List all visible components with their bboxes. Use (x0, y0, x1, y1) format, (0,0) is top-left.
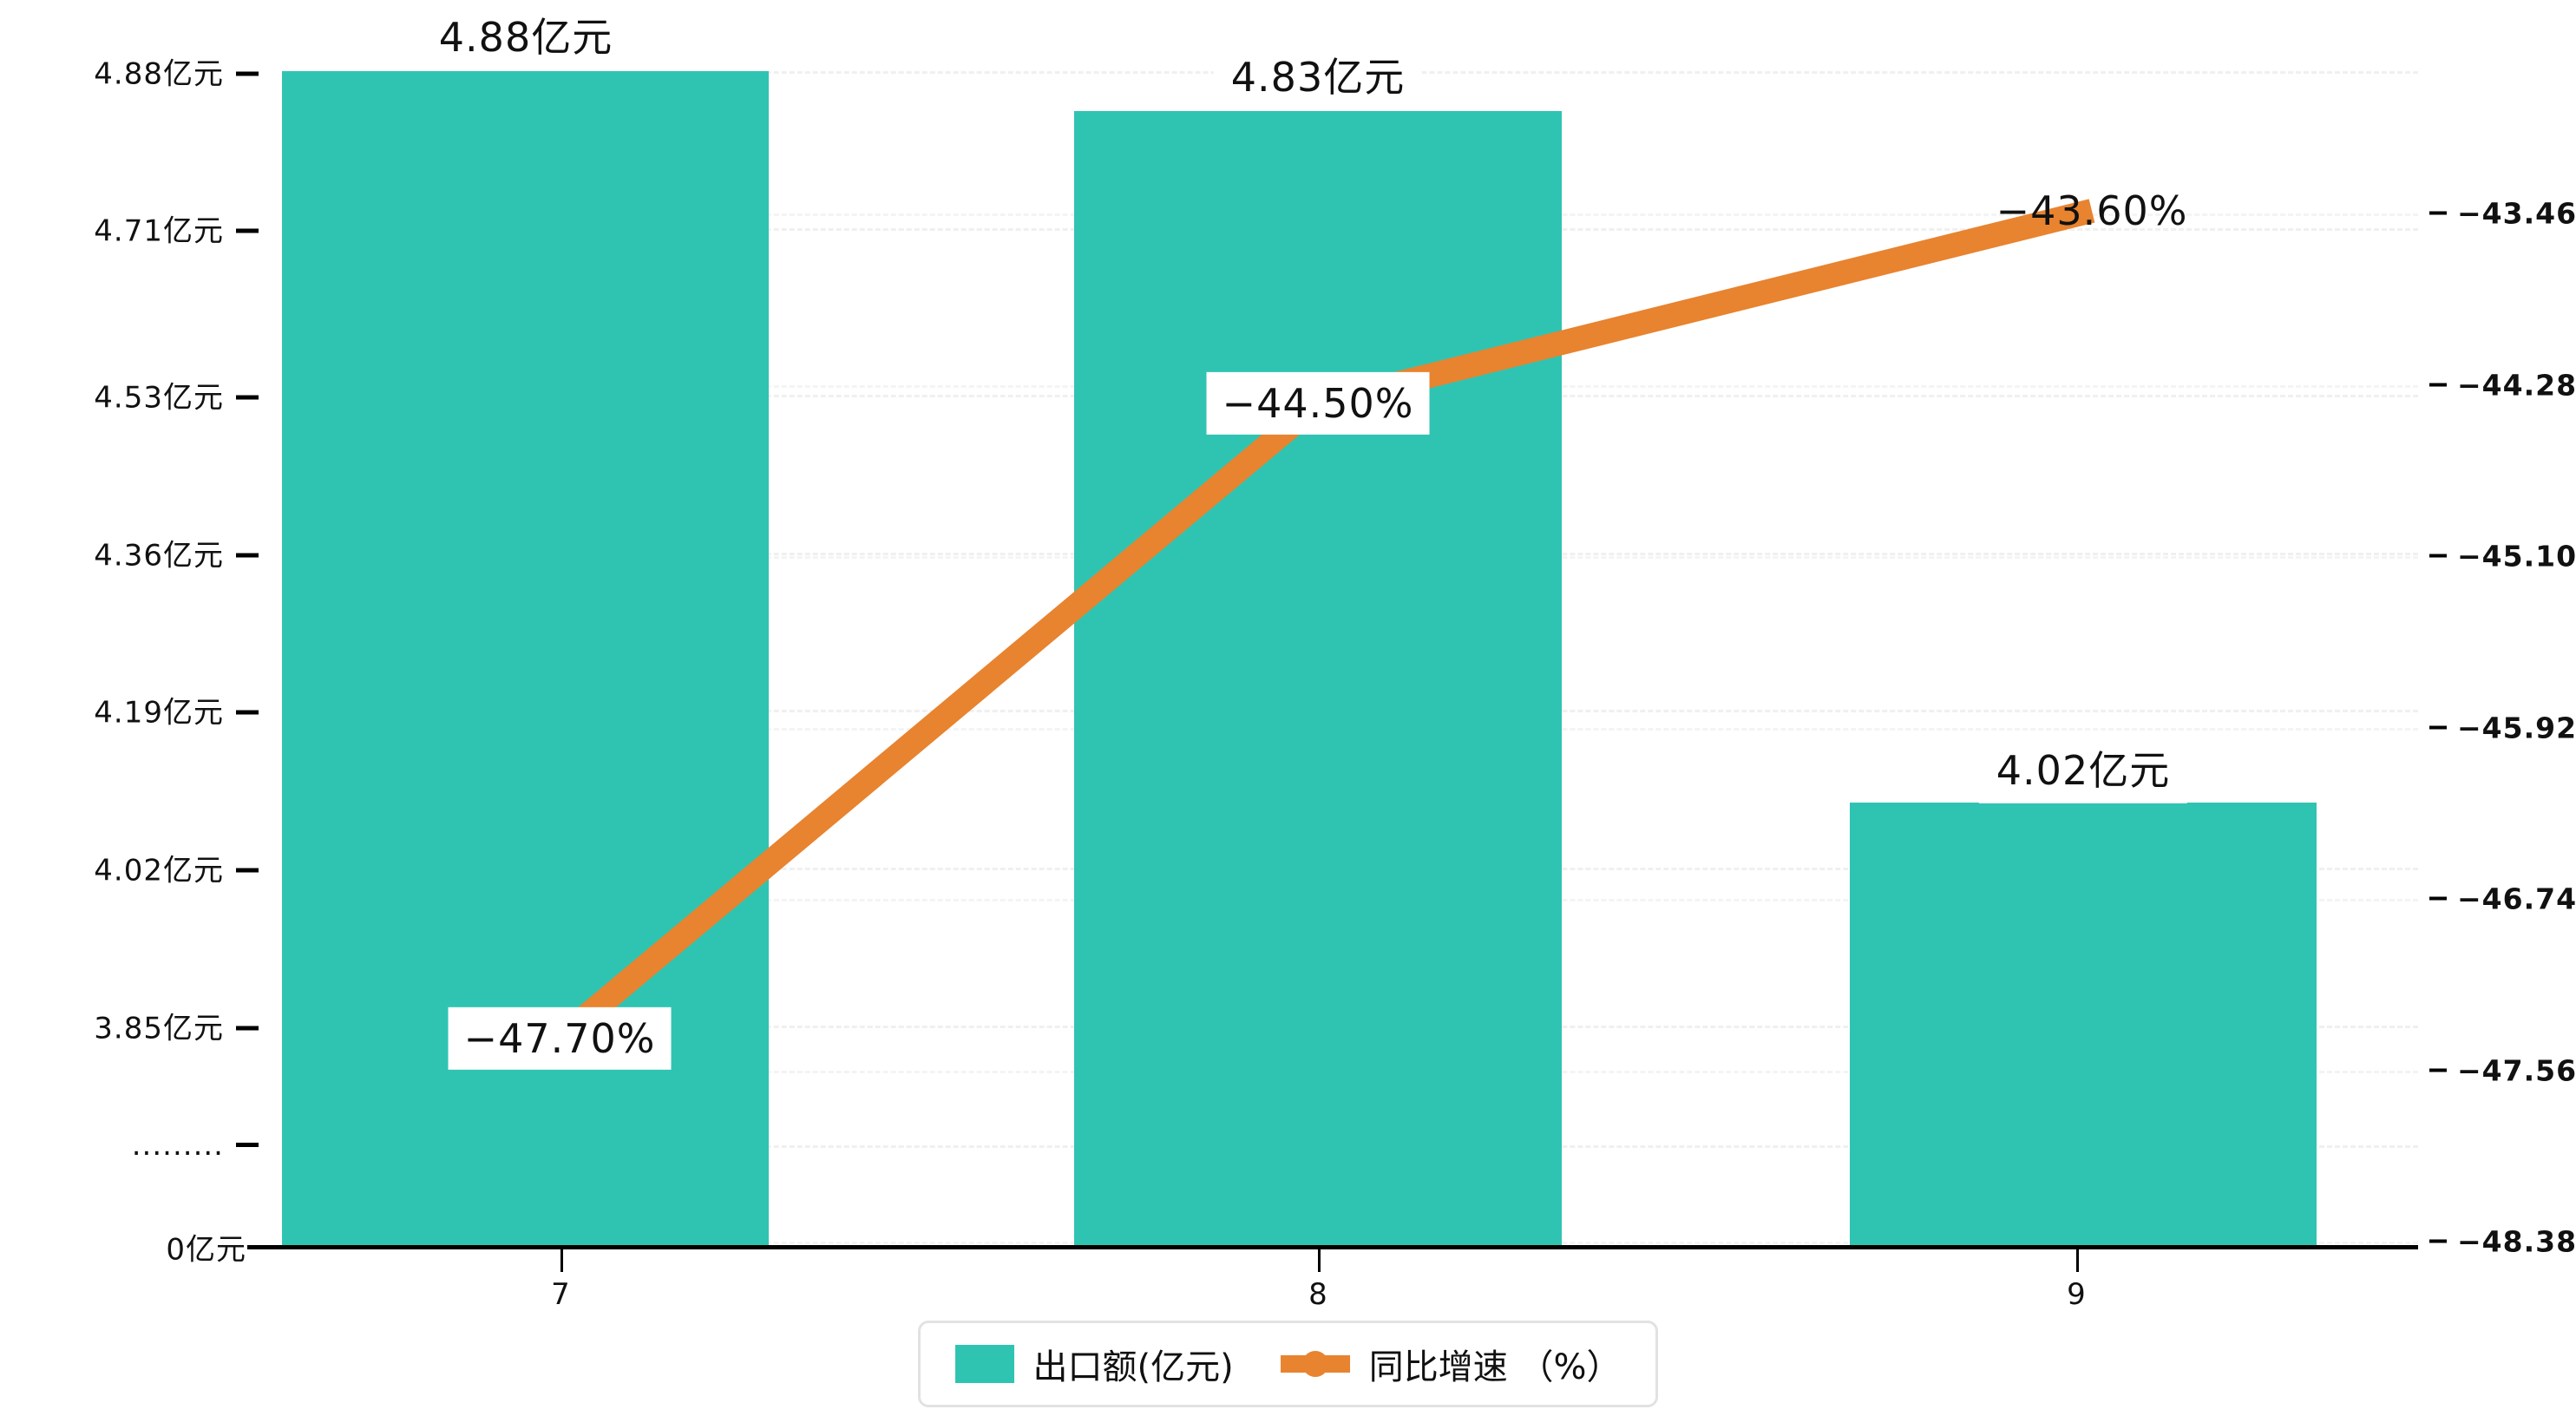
line-value-label: −47.70% (448, 1006, 672, 1071)
x-axis-tick-mark (560, 1249, 563, 1272)
tick-dash (2429, 211, 2447, 214)
x-axis-tick-label: 8 (1308, 1277, 1327, 1312)
legend-item-label: 出口额(亿元) (1032, 1347, 1234, 1387)
y-axis-left-tick: 4.19亿元 (94, 689, 259, 731)
tick-dash (2429, 554, 2447, 557)
tick-dash (2429, 383, 2447, 386)
y-axis-left-tick: 0亿元 (166, 1232, 246, 1268)
x-axis-tick-label: 7 (551, 1277, 570, 1312)
tick-dash (2429, 896, 2447, 900)
y-axis-right-tick: −47.56 (2429, 1054, 2576, 1088)
y-axis-right-tick: −46.74 (2429, 882, 2576, 916)
tick-dash (236, 395, 259, 400)
tick-dash (236, 710, 259, 715)
y-axis-left-tick: 4.53亿元 (94, 374, 259, 416)
legend-item-label: 同比增速 （%） (1368, 1347, 1622, 1387)
x-axis-tick-mark (2076, 1249, 2079, 1272)
tick-dash (2429, 1239, 2447, 1242)
legend-item-bar[interactable]: 出口额(亿元) (954, 1339, 1234, 1389)
legend-item-line[interactable]: 同比增速 （%） (1280, 1339, 1622, 1389)
y-axis-right-tick: −44.28 (2429, 369, 2576, 403)
x-axis-line (247, 1245, 2418, 1249)
y-axis-right-tick: −45.10 (2429, 540, 2576, 574)
tick-dash (236, 1026, 259, 1031)
bar-column[interactable] (282, 71, 769, 1247)
bar-value-label: 4.88亿元 (421, 10, 631, 71)
tick-dash (236, 553, 259, 558)
y-axis-break-marker: ......... (132, 1128, 259, 1163)
x-axis-tick-label: 9 (2067, 1277, 2086, 1312)
y-axis-left-tick: 4.36亿元 (94, 532, 259, 574)
bar-column[interactable] (1074, 111, 1562, 1247)
bar-swatch-icon (954, 1345, 1014, 1383)
y-axis-right-tick: −48.38 (2429, 1225, 2576, 1259)
tick-dash (236, 1143, 259, 1147)
tick-dash (236, 228, 259, 233)
chart-legend: 出口额(亿元) 同比增速 （%） (917, 1321, 1659, 1407)
y-axis-left-tick: 4.71亿元 (94, 207, 259, 250)
y-axis-right-tick: −43.46 (2429, 197, 2576, 231)
tick-dash (236, 71, 259, 76)
y-axis-left-tick: 4.02亿元 (94, 847, 259, 889)
y-axis-left-tick: 4.88亿元 (94, 50, 259, 93)
y-axis-right-tick: −45.92 (2429, 711, 2576, 745)
line-dot-marker-icon (1280, 1345, 1350, 1383)
bar-column[interactable] (1850, 803, 2317, 1247)
bar-value-label: 4.02亿元 (1978, 744, 2188, 804)
line-value-label: −43.60% (1996, 187, 2188, 234)
tick-dash (2429, 725, 2447, 729)
bar-value-label: 4.83亿元 (1213, 50, 1423, 111)
x-axis-tick-mark (1318, 1249, 1321, 1272)
y-axis-left-tick: 3.85亿元 (94, 1005, 259, 1047)
line-value-label: −44.50% (1206, 371, 1430, 436)
tick-dash (2429, 1068, 2447, 1072)
tick-dash (236, 868, 259, 873)
line-dot-icon (1301, 1351, 1328, 1377)
